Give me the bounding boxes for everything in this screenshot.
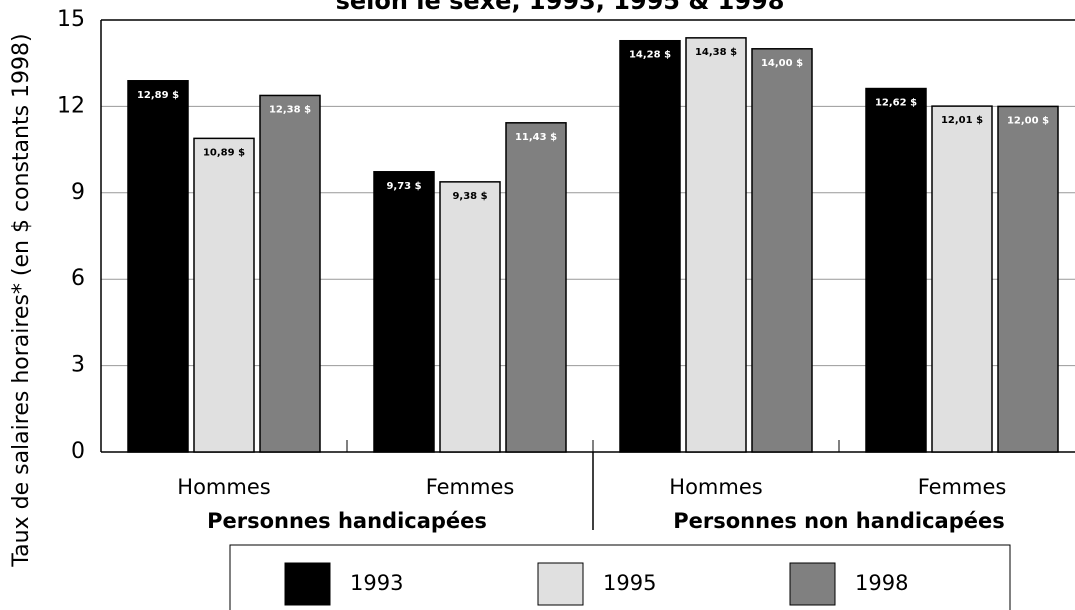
y-tick-label: 3	[71, 353, 85, 378]
legend-swatch	[789, 562, 836, 606]
x-tick-label: Hommes	[177, 475, 270, 499]
value-label: 14,38 $	[695, 47, 737, 58]
value-label: 12,89 $	[137, 90, 179, 101]
legend-label: 1998	[855, 571, 908, 595]
value-label: 10,89 $	[203, 147, 245, 158]
group-label: Personnes handicapées	[207, 509, 487, 533]
value-label: 12,01 $	[941, 115, 983, 126]
y-tick-label: 15	[57, 7, 85, 32]
value-label: 12,38 $	[269, 104, 311, 115]
bar	[505, 122, 567, 453]
x-tick-label: Femmes	[918, 475, 1007, 499]
bar	[259, 94, 321, 453]
bar	[931, 105, 993, 453]
legend-swatch	[284, 562, 331, 606]
chart-title: selon le sexe, 1993, 1995 & 1998	[336, 0, 785, 15]
bar	[751, 48, 813, 453]
legend-label: 1995	[603, 571, 656, 595]
value-label: 14,28 $	[629, 50, 671, 61]
bar	[439, 181, 501, 453]
bar	[685, 37, 747, 453]
group-label: Personnes non handicapées	[673, 509, 1004, 533]
value-label: 9,38 $	[452, 191, 487, 202]
value-label: 12,62 $	[875, 98, 917, 109]
bar	[997, 105, 1059, 453]
bar	[127, 80, 189, 453]
legend-swatch	[537, 562, 584, 606]
bar	[193, 137, 255, 453]
legend-label: 1993	[350, 571, 403, 595]
bar	[865, 87, 927, 453]
y-tick-label: 0	[71, 439, 85, 464]
y-axis-label: Taux de salaires horaires* (en $ constan…	[9, 33, 34, 567]
bar	[619, 39, 681, 453]
value-label: 11,43 $	[515, 132, 557, 143]
value-label: 12,00 $	[1007, 115, 1049, 126]
bar	[373, 171, 435, 453]
x-tick-label: Femmes	[426, 475, 515, 499]
y-tick-label: 12	[57, 93, 85, 118]
y-tick-label: 6	[71, 266, 85, 291]
value-label: 14,00 $	[761, 58, 803, 69]
x-tick-label: Hommes	[669, 475, 762, 499]
legend	[229, 544, 1011, 610]
y-tick-label: 9	[71, 180, 85, 205]
value-label: 9,73 $	[386, 181, 421, 192]
